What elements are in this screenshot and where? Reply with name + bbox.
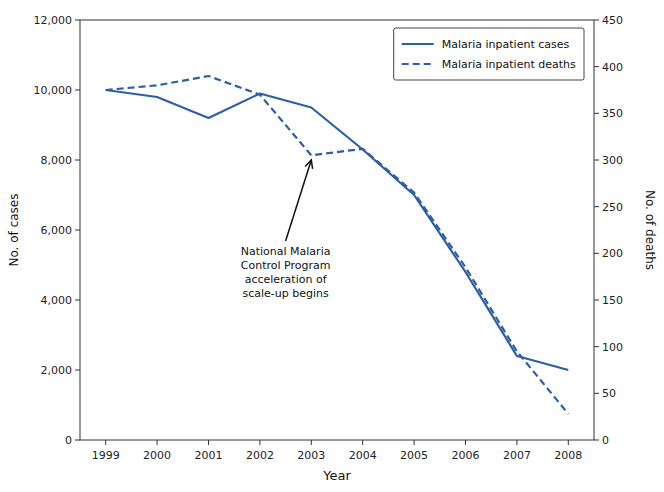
y-tick-label: 6,000 [41,224,73,237]
x-tick [465,440,466,445]
x-tick-label: 2000 [143,449,171,462]
y-tick-label: 12,000 [34,14,73,27]
y2-tick [594,206,599,207]
legend-box [394,28,584,80]
x-tick [208,440,209,445]
y2-tick-label: 0 [602,434,609,447]
y-tick-label: 10,000 [34,84,73,97]
arrow-shaft [286,160,312,241]
y2-tick [594,346,599,347]
y2-tick [594,113,599,114]
legend-label: Malaria inpatient cases [442,38,570,51]
x-tick-label: 2002 [246,449,274,462]
annotation: National MalariaControl Programaccelerat… [241,245,331,300]
y2-tick [594,300,599,301]
y-tick-label: 0 [65,434,72,447]
chart: 1999200020012002200320042005200620072008… [0,0,664,492]
y-tick [75,160,80,161]
legend-swatch [402,63,434,65]
y2-tick [594,253,599,254]
x-tick-label: 2007 [503,449,531,462]
annotation-line: Control Program [241,259,331,272]
y2-tick-label: 350 [602,107,623,120]
annotation-line: National Malaria [241,245,331,258]
x-tick [259,440,260,445]
y2-tick-label: 400 [602,61,623,74]
plot-frame [80,20,594,440]
x-tick-label: 2001 [195,449,223,462]
y2-tick [594,20,599,21]
x-axis-label: Year [322,468,351,483]
y-axis-label: No. of cases [7,194,21,267]
y2-tick-label: 50 [602,387,616,400]
annotation-line: acceleration of [245,273,328,286]
y2-tick-label: 150 [602,294,623,307]
legend: Malaria inpatient cases Malaria inpatient… [394,28,584,80]
y2-tick [594,160,599,161]
series-line [106,76,569,414]
legend-label: Malaria inpatient deaths [442,58,576,71]
y2-tick [594,66,599,67]
y2-tick-label: 450 [602,14,623,27]
x-tick [414,440,415,445]
x-tick-label: 2008 [554,449,582,462]
y-tick-label: 4,000 [41,294,73,307]
x-tick-label: 2006 [452,449,480,462]
y-tick [75,90,80,91]
y-tick [75,440,80,441]
series-line [106,90,569,370]
x-tick-label: 2004 [349,449,377,462]
x-tick [516,440,517,445]
y2-tick-label: 100 [602,341,623,354]
y-tick [75,230,80,231]
x-tick [362,440,363,445]
arrow-head [305,160,312,169]
y-tick-label: 2,000 [41,364,73,377]
y2-tick [594,393,599,394]
x-tick [157,440,158,445]
series-group [106,76,569,414]
annotation-line: scale-up begins [242,287,329,300]
x-tick-label: 1999 [92,449,120,462]
y-tick [75,370,80,371]
y2-tick [594,440,599,441]
x-tick [568,440,569,445]
y2-tick-label: 250 [602,201,623,214]
y2-tick-label: 200 [602,247,623,260]
y2-tick-label: 300 [602,154,623,167]
x-tick-label: 2005 [400,449,428,462]
annotation-arrow [286,160,313,241]
legend-swatch [402,43,434,45]
y2-axis-label: No. of deaths [643,190,657,270]
y-tick [75,20,80,21]
x-tick [105,440,106,445]
y-tick-label: 8,000 [41,154,73,167]
x-tick-label: 2003 [297,449,325,462]
x-tick [311,440,312,445]
y-tick [75,300,80,301]
